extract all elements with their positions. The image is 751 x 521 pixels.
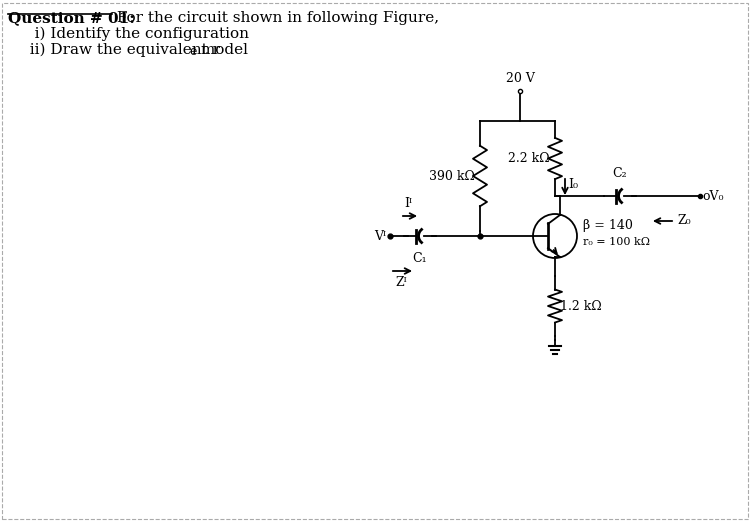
Text: ii) Draw the equivalent r: ii) Draw the equivalent r	[20, 43, 220, 57]
Text: i) Identify the configuration: i) Identify the configuration	[20, 27, 249, 41]
Text: For the circuit shown in following Figure,: For the circuit shown in following Figur…	[112, 11, 439, 25]
Text: model: model	[196, 43, 248, 57]
Text: Iᴵ: Iᴵ	[404, 197, 412, 210]
Text: Vᴵ: Vᴵ	[374, 229, 386, 242]
Text: C₁: C₁	[413, 252, 427, 265]
Text: Question # 01:: Question # 01:	[8, 11, 135, 25]
Text: C₂: C₂	[613, 167, 627, 180]
Text: e: e	[189, 45, 196, 58]
Text: 390 kΩ: 390 kΩ	[429, 169, 475, 182]
Text: Z₀: Z₀	[677, 215, 691, 228]
Text: r₀ = 100 kΩ: r₀ = 100 kΩ	[583, 237, 650, 247]
Text: oV₀: oV₀	[702, 190, 723, 203]
Text: β = 140: β = 140	[583, 219, 633, 232]
Text: I₀: I₀	[568, 178, 578, 191]
Text: 20 V: 20 V	[505, 72, 535, 85]
Text: Zᴵ: Zᴵ	[395, 276, 407, 289]
Text: 2.2 kΩ: 2.2 kΩ	[508, 152, 550, 165]
Text: 1.2 kΩ: 1.2 kΩ	[560, 300, 602, 313]
